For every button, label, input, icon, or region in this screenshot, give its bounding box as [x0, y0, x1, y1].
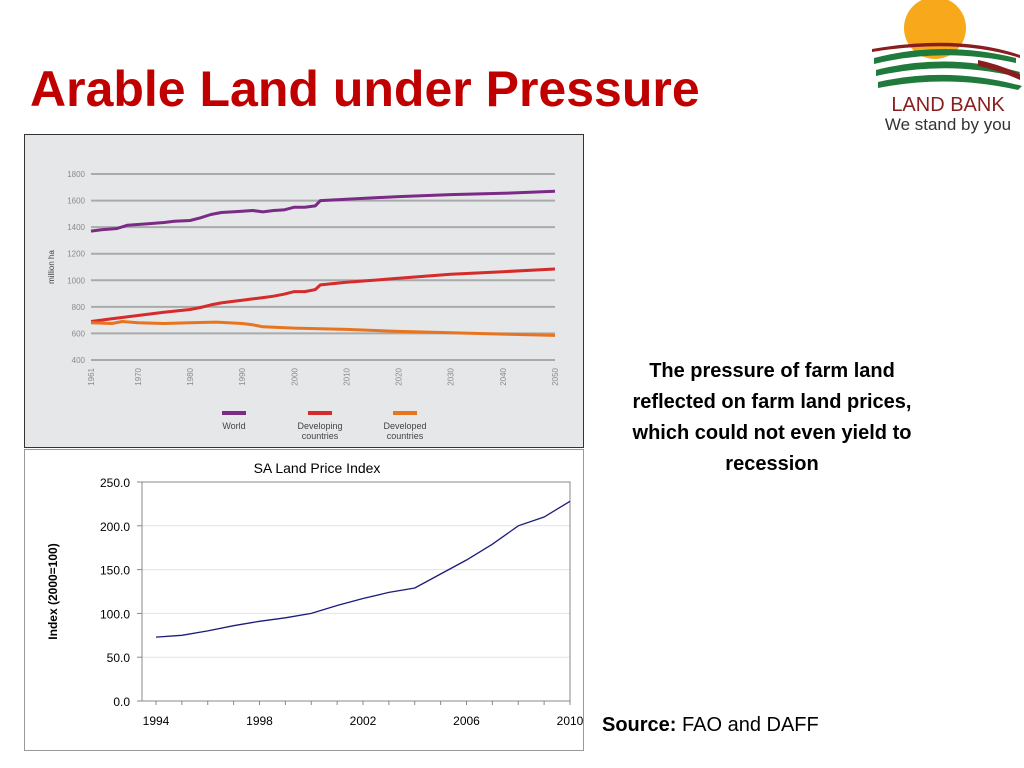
- land-price-index-chart: SA Land Price Index 0.0 50.0 100.0 150.0 200.…: [24, 449, 584, 751]
- x-tick-label: 2002: [350, 714, 377, 728]
- series-line: [90, 320, 556, 337]
- y-tick-label: 1600: [67, 197, 85, 206]
- x-tick-label: 1980: [186, 367, 195, 385]
- series-line: [90, 189, 556, 233]
- y-tick-label: 150.0: [100, 564, 130, 578]
- x-tick-label: 2050: [551, 367, 560, 385]
- x-tick-label: 2010: [557, 714, 583, 728]
- x-tick-label: 2006: [453, 714, 480, 728]
- source-text: FAO and DAFF: [682, 714, 819, 736]
- x-tick-label: 2040: [499, 367, 508, 385]
- y-tick-label: 1000: [67, 276, 85, 285]
- plot-area: [141, 481, 571, 702]
- y-tick-label: 250.0: [100, 476, 130, 490]
- chart-title: SA Land Price Index: [254, 460, 381, 476]
- pressure-description: The pressure of farm land reflected on f…: [632, 360, 912, 475]
- y-tick-label: 1800: [67, 170, 85, 179]
- index-line: [155, 500, 571, 638]
- x-tick-label: 1961: [87, 367, 96, 385]
- legend-label: Developing: [297, 421, 342, 431]
- x-tick-label: 2030: [447, 367, 456, 385]
- legend-label: World: [222, 421, 245, 431]
- logo-tagline: We stand by you: [885, 115, 1011, 134]
- legend-label: Developed: [383, 421, 426, 431]
- y-axis-label: million ha: [47, 250, 56, 284]
- y-tick-label: 800: [72, 303, 86, 312]
- legend-label: countries: [387, 431, 424, 441]
- land-price-index-chart-svg: SA Land Price Index 0.0 50.0 100.0 150.0 200.…: [46, 460, 584, 728]
- x-tick-label: 2020: [395, 367, 404, 385]
- x-tick-label: 2010: [342, 367, 351, 385]
- y-tick-label: 400: [72, 356, 86, 365]
- y-tick-label: 600: [72, 329, 86, 338]
- x-tick-label: 1990: [238, 367, 247, 385]
- land-bank-logo: LAND BANK We stand by you: [868, 0, 1024, 134]
- y-tick-label: 0.0: [113, 695, 130, 709]
- series-line: [90, 267, 556, 323]
- legend-label: countries: [302, 431, 339, 441]
- x-tick-label: 1970: [134, 367, 143, 385]
- y-tick-label: 100.0: [100, 607, 130, 621]
- y-tick-label: 50.0: [107, 651, 131, 665]
- source-label: Source:: [602, 714, 677, 736]
- x-tick-label: 2000: [290, 367, 299, 385]
- slide-title: Arable Land under Pressure: [30, 61, 700, 117]
- x-tick-label: 1994: [143, 714, 170, 728]
- source-citation: Source: FAO and DAFF: [602, 714, 819, 737]
- field-stripe-icon: [978, 60, 1020, 80]
- y-tick-label: 1200: [67, 250, 85, 259]
- field-stripe-icon: [872, 42, 1020, 58]
- y-tick-label: 1400: [67, 223, 85, 232]
- logo-name: LAND BANK: [891, 94, 1005, 116]
- land-bank-emblem: LAND BANK We stand by you: [872, 0, 1022, 134]
- field-stripe-icon: [878, 74, 1022, 90]
- field-stripe-icon: [874, 49, 1016, 64]
- arable-land-chart: 400 600 800 1000 1200 1400 1600 1800 1961 1970 198…: [24, 134, 584, 448]
- y-axis-label: Index (2000=100): [46, 543, 60, 639]
- y-tick-label: 200.0: [100, 520, 130, 534]
- arable-land-chart-svg: 400 600 800 1000 1200 1400 1600 1800 1961 1970 198…: [47, 170, 560, 441]
- x-tick-label: 1998: [246, 714, 273, 728]
